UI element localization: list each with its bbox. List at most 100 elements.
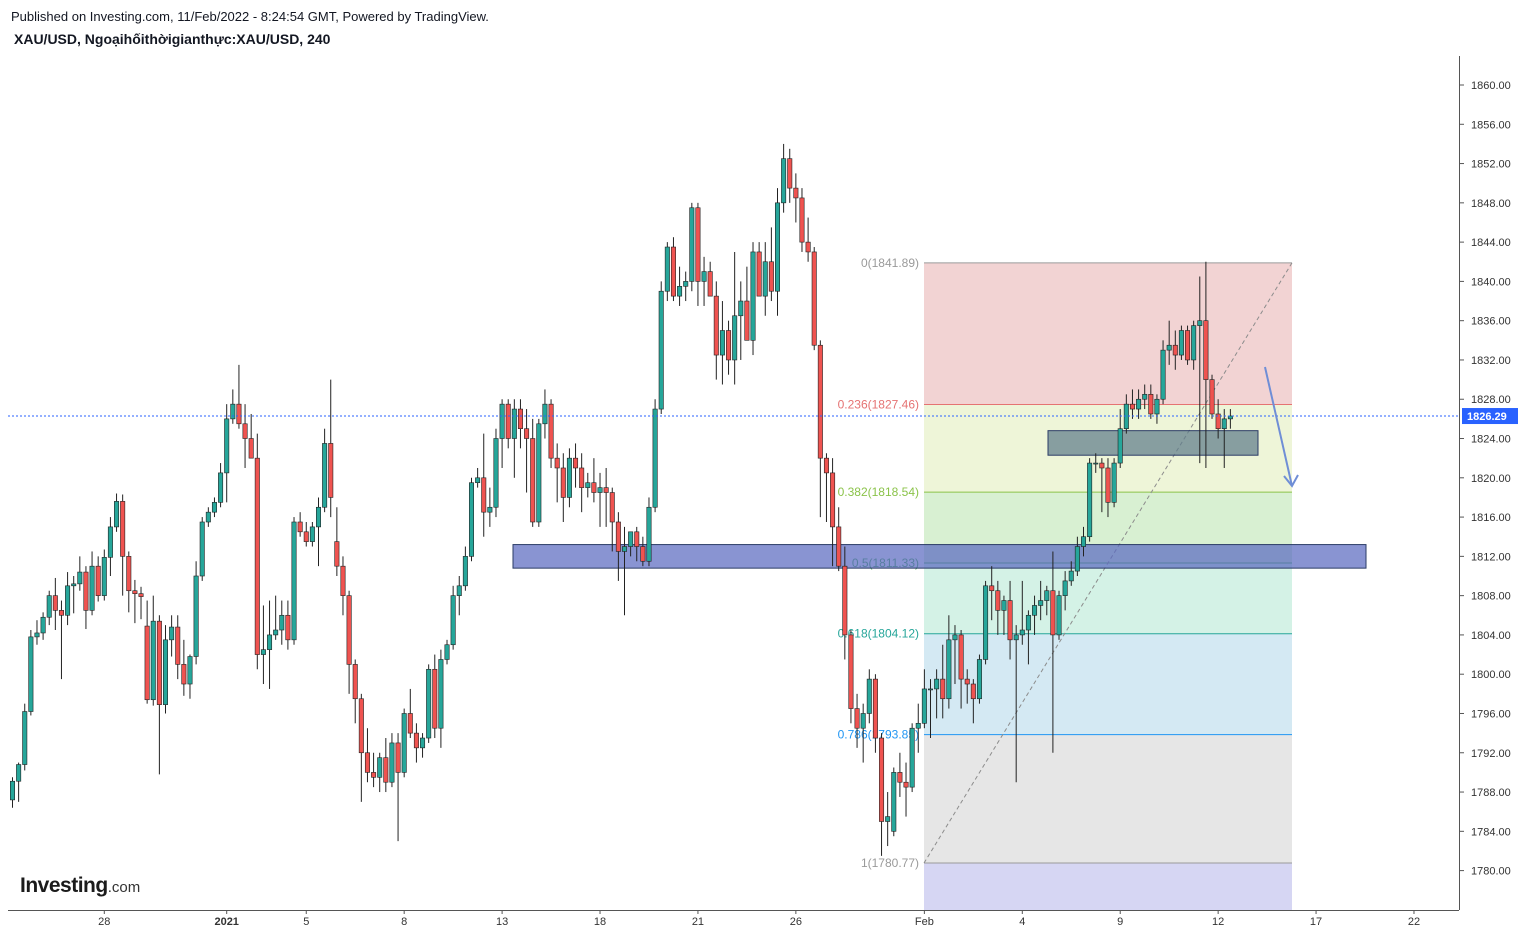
candle-bear [560, 467, 566, 498]
candle-bear [126, 556, 132, 592]
candle-bear [713, 295, 719, 356]
candle-bear [340, 565, 346, 596]
candle-bull [921, 688, 927, 724]
candle-bull [475, 477, 481, 484]
fib-level-label: 1(1780.77) [861, 856, 919, 870]
candle-bull [450, 595, 456, 646]
candle-bear [817, 344, 823, 459]
logo-brand: Investing [20, 874, 108, 897]
candle-bear [603, 487, 609, 493]
current-price-badge [1462, 408, 1518, 425]
candle-bull [536, 423, 542, 523]
price-tick-label: 1780.00 [1471, 866, 1511, 878]
candle-bull [218, 472, 224, 503]
candle-bear [799, 197, 805, 243]
candle-bear [726, 330, 732, 361]
candle-bull [934, 678, 940, 690]
candle-bull [927, 688, 933, 691]
candle-bull [444, 644, 450, 660]
candle-bull [628, 531, 634, 547]
candle-bear [848, 634, 854, 709]
candle-bear [144, 625, 150, 701]
price-tick-label: 1812.00 [1471, 551, 1511, 563]
candle-bull [750, 251, 756, 341]
candle-bull [762, 261, 768, 297]
candle-bear [236, 403, 242, 425]
time-tick-label: 8 [401, 916, 407, 928]
candle-bear [1215, 413, 1221, 430]
candle-bear [1129, 403, 1135, 410]
candle-bear [346, 595, 352, 665]
candle-bull [438, 659, 444, 729]
candle-bull [738, 300, 744, 317]
candle-bear [872, 678, 878, 739]
time-tick-label: 17 [1310, 916, 1322, 928]
candle-bull [658, 290, 664, 410]
candle-bear [175, 626, 181, 665]
candle-bear [793, 187, 799, 199]
candle-bull [1056, 595, 1062, 636]
candle-bear [95, 565, 101, 596]
candle-bull [101, 557, 107, 596]
candle-bear [358, 698, 364, 754]
candle-bull [652, 408, 658, 508]
candle-bear [842, 565, 848, 636]
candle-bull [89, 565, 95, 611]
candle-bull [774, 202, 780, 292]
candle-bull [1136, 398, 1142, 410]
candle-bull [426, 668, 432, 739]
candle-bear [879, 737, 885, 822]
candle-bull [114, 501, 120, 528]
candle-bear [805, 241, 811, 253]
candle-bear [524, 428, 530, 439]
candle-bull [976, 659, 982, 700]
candle-bear [989, 585, 995, 592]
candle-bull [499, 403, 505, 439]
zones[interactable] [512, 430, 1367, 569]
support-zone [512, 544, 1367, 569]
candle-bull [420, 737, 426, 749]
price-tick-label: 1808.00 [1471, 591, 1511, 603]
candle-bear [1105, 467, 1111, 503]
candle-bull [205, 511, 211, 523]
candle-bull [542, 403, 548, 425]
fib-level-label: 0.236(1827.46) [838, 398, 919, 412]
candle-bear [554, 457, 560, 469]
fib-level-label: 0.618(1804.12) [838, 627, 919, 641]
candle-bear [995, 590, 1001, 611]
candle-bull [468, 482, 474, 557]
candle-bull [169, 626, 175, 641]
axes: 1860.001856.001852.001848.001844.001840.… [0, 56, 1521, 934]
candle-bear [285, 614, 291, 641]
price-tick-label: 1800.00 [1471, 669, 1511, 681]
fib-level-label: 0.382(1818.54) [838, 485, 919, 499]
candle-bull [915, 722, 921, 729]
time-tick-label: 22 [1408, 916, 1420, 928]
candle-bear [242, 423, 248, 439]
candle-bear [248, 438, 254, 459]
fib-extension-band [924, 863, 1292, 910]
investing-logo: Investing.com [20, 874, 140, 898]
candle-bull [1142, 394, 1148, 400]
candle-bear [1099, 462, 1105, 469]
time-tick-label: Feb [915, 916, 934, 928]
candle-bear [1050, 590, 1056, 636]
candle-bull [224, 418, 230, 474]
candle-bull [1038, 600, 1044, 606]
candle-bull [1197, 320, 1203, 326]
candle-bull [211, 502, 217, 513]
candle-bear [254, 457, 260, 655]
candle-bull [163, 639, 169, 705]
candle-bull [273, 629, 279, 636]
candle-bull [187, 656, 193, 685]
price-tick-label: 1824.00 [1471, 434, 1511, 446]
price-tick-label: 1788.00 [1471, 787, 1511, 799]
price-tick-label: 1832.00 [1471, 355, 1511, 367]
candle-bull [28, 636, 34, 712]
candle-bear [958, 634, 964, 680]
candle-bear [297, 521, 303, 533]
fib-level-label: 0(1841.89) [861, 256, 919, 270]
candle-bull [1001, 600, 1007, 611]
price-axis-bg [1459, 56, 1521, 878]
